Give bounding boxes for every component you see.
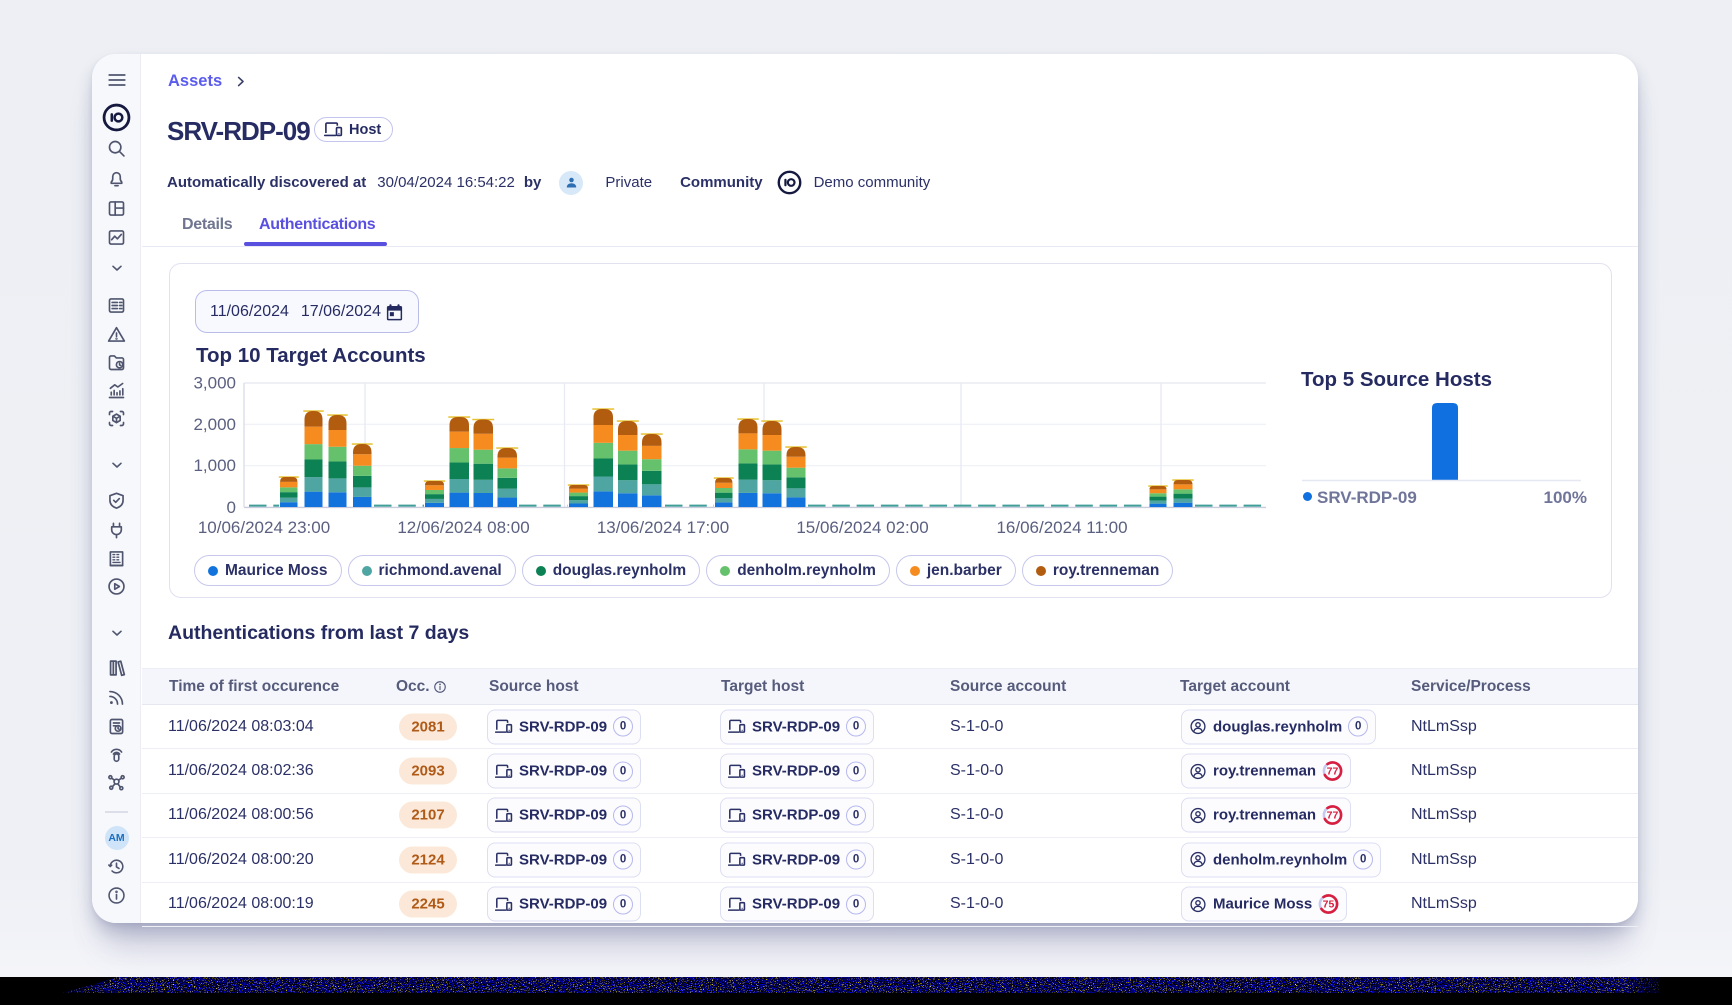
svg-text:2,000: 2,000: [193, 415, 236, 434]
svg-text:100%: 100%: [1544, 488, 1587, 507]
svg-text:16/06/2024 11:00: 16/06/2024 11:00: [996, 518, 1127, 537]
svg-text:0: 0: [227, 498, 236, 517]
svg-text:1,000: 1,000: [193, 456, 236, 475]
svg-text:10/06/2024 23:00: 10/06/2024 23:00: [198, 518, 330, 537]
svg-text:12/06/2024 08:00: 12/06/2024 08:00: [397, 518, 529, 537]
svg-text:77: 77: [1327, 810, 1339, 822]
svg-text:Top 5 Source Hosts: Top 5 Source Hosts: [1301, 368, 1492, 391]
svg-text:3,000: 3,000: [193, 374, 236, 393]
svg-text:15/06/2024 02:00: 15/06/2024 02:00: [796, 518, 928, 537]
svg-text:75: 75: [1323, 899, 1335, 911]
svg-text:13/06/2024 17:00: 13/06/2024 17:00: [597, 518, 729, 537]
svg-text:SRV-RDP-09: SRV-RDP-09: [1317, 488, 1417, 507]
svg-text:77: 77: [1327, 766, 1339, 778]
